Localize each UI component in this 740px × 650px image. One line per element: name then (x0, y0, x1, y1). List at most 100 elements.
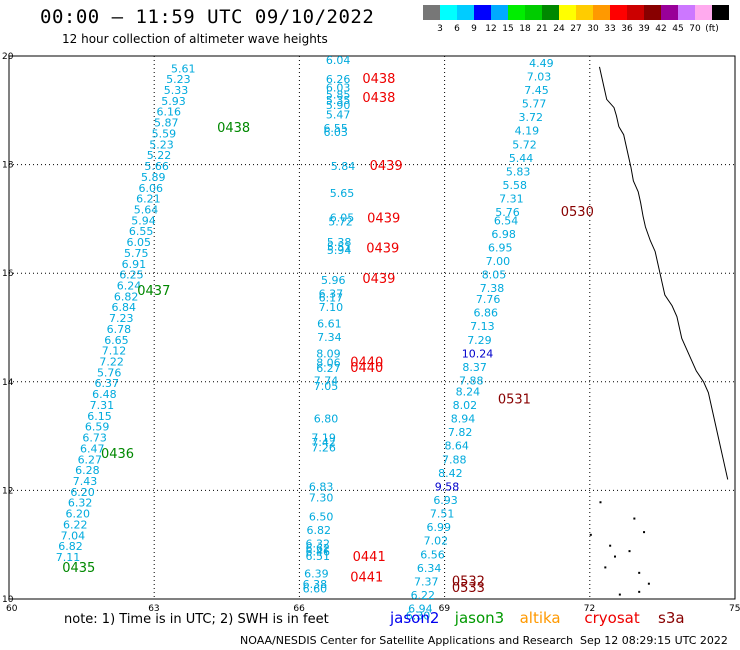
pass-time-label: 0441 (350, 571, 383, 586)
swh-value: 6.62 (306, 542, 331, 555)
swh-values: 5.615.235.335.936.165.875.595.235.225.66… (56, 54, 554, 622)
swh-value: 7.05 (314, 380, 339, 393)
swh-value: 6.20 (70, 486, 95, 499)
swh-value: 6.32 (68, 497, 93, 510)
legend-entry-jason3: jason3 (454, 609, 505, 627)
swh-value: 7.42 (311, 436, 336, 449)
swh-value: 8.02 (453, 399, 478, 412)
color-scale-label: 33 (604, 24, 616, 34)
page-title: 00:00 – 11:59 UTC 09/10/2022 (40, 6, 375, 28)
swh-value: 6.32 (306, 537, 331, 550)
pass-time-label: 0530 (561, 205, 594, 220)
pass-time-label: 0438 (362, 91, 395, 106)
swh-value: 7.30 (309, 491, 334, 504)
swh-value: 7.31 (90, 399, 115, 412)
color-scale-swatch (457, 5, 474, 20)
coastline-path (598, 66, 729, 480)
swh-value: 5.75 (124, 247, 149, 260)
swh-value: 5.23 (149, 138, 174, 151)
swh-value: 6.47 (80, 442, 105, 455)
pass-time-label: 0439 (362, 272, 395, 287)
swh-value: 7.10 (319, 301, 344, 314)
swh-value: 7.29 (467, 334, 492, 347)
footnote: note: 1) Time is in UTC; 2) SWH is in fe… (64, 612, 329, 627)
swh-value: 6.30 (406, 610, 431, 623)
swh-value: 6.27 (78, 453, 103, 466)
color-scale-label: 15 (502, 24, 514, 34)
page-subtitle: 12 hour collection of altimeter wave hei… (62, 32, 328, 46)
swh-value: 6.99 (427, 521, 452, 534)
timestamp: Sep 12 08:29:15 UTC 2022 (580, 634, 728, 647)
swh-value: 6.51 (306, 550, 331, 563)
color-scale-swatch (576, 5, 593, 20)
color-scale-label: 45 (672, 24, 684, 34)
color-scale-swatch (525, 5, 542, 20)
x-tick-label: 72 (584, 604, 595, 614)
y-tick-label: 16 (2, 269, 14, 279)
island-mark (638, 571, 641, 574)
island-mark (614, 555, 616, 558)
y-tick-label: 14 (2, 378, 14, 388)
color-scale-label: 21 (536, 24, 548, 34)
color-scale-label: 18 (519, 24, 531, 34)
swh-value: 5.94 (327, 244, 352, 257)
swh-value: 7.22 (99, 356, 124, 369)
swh-value: 5.77 (522, 98, 547, 111)
swh-value: 6.03 (326, 81, 351, 94)
legend-entry-cryosat: cryosat (584, 609, 640, 627)
swh-value: 7.02 (424, 535, 449, 548)
island-mark (643, 531, 646, 534)
swh-value: 5.94 (131, 214, 156, 227)
swh-value: 6.82 (114, 290, 139, 303)
swh-value: 6.46 (306, 546, 331, 559)
swh-value: 5.84 (331, 160, 356, 173)
swh-value: 6.93 (433, 494, 458, 507)
island-mark (628, 550, 631, 553)
color-scale-swatch (593, 5, 610, 20)
island-mark (633, 517, 636, 520)
swh-value: 5.76 (495, 206, 520, 219)
swh-value: 6.59 (85, 421, 110, 434)
pass-time-label: 0435 (62, 561, 95, 576)
swh-value: 7.82 (448, 426, 473, 439)
swh-value: 6.82 (58, 540, 83, 553)
pass-time-label: 0438 (217, 121, 250, 136)
swh-value: 8.24 (456, 385, 481, 398)
swh-value: 6.50 (309, 510, 334, 523)
swh-value: 6.37 (319, 288, 344, 301)
swh-value: 5.35 (326, 94, 351, 107)
legend-entry-jason2: jason2 (390, 609, 440, 627)
swh-value: 7.23 (109, 312, 134, 325)
swh-value: 6.61 (317, 318, 342, 331)
swh-value: 7.11 (56, 551, 81, 564)
color-scale-label: 30 (587, 24, 599, 34)
swh-value: 3.72 (519, 111, 544, 124)
color-scale-swatch (491, 5, 508, 20)
swh-value: 7.51 (430, 508, 455, 521)
swh-value: 7.31 (499, 193, 524, 206)
pass-time-label: 0437 (137, 284, 170, 299)
island-mark (638, 590, 641, 593)
swh-value: 6.05 (330, 212, 355, 225)
swh-value: 8.05 (482, 269, 507, 282)
swh-value: 5.87 (154, 117, 179, 130)
swh-value: 5.72 (328, 215, 353, 228)
y-tick-label: 12 (2, 486, 13, 496)
color-scale-label: 39 (638, 24, 650, 34)
y-tick-label: 10 (2, 595, 14, 605)
swh-value: 8.42 (438, 467, 463, 480)
island-mark (618, 593, 621, 596)
color-scale-swatch (542, 5, 559, 20)
swh-value: 6.26 (326, 73, 351, 86)
pass-time-label: 0532 (452, 574, 485, 589)
color-scale-swatch (712, 5, 729, 20)
y-tick-label: 18 (2, 161, 14, 171)
pass-time-label: 0439 (366, 242, 399, 257)
swh-value: 6.15 (87, 410, 112, 423)
swh-value: 6.17 (319, 291, 344, 304)
swh-value: 7.38 (480, 282, 505, 295)
island-mark (647, 582, 650, 585)
swh-value: 6.20 (65, 508, 90, 521)
color-scale-label: 42 (655, 24, 667, 34)
swh-value: 6.22 (411, 589, 436, 602)
